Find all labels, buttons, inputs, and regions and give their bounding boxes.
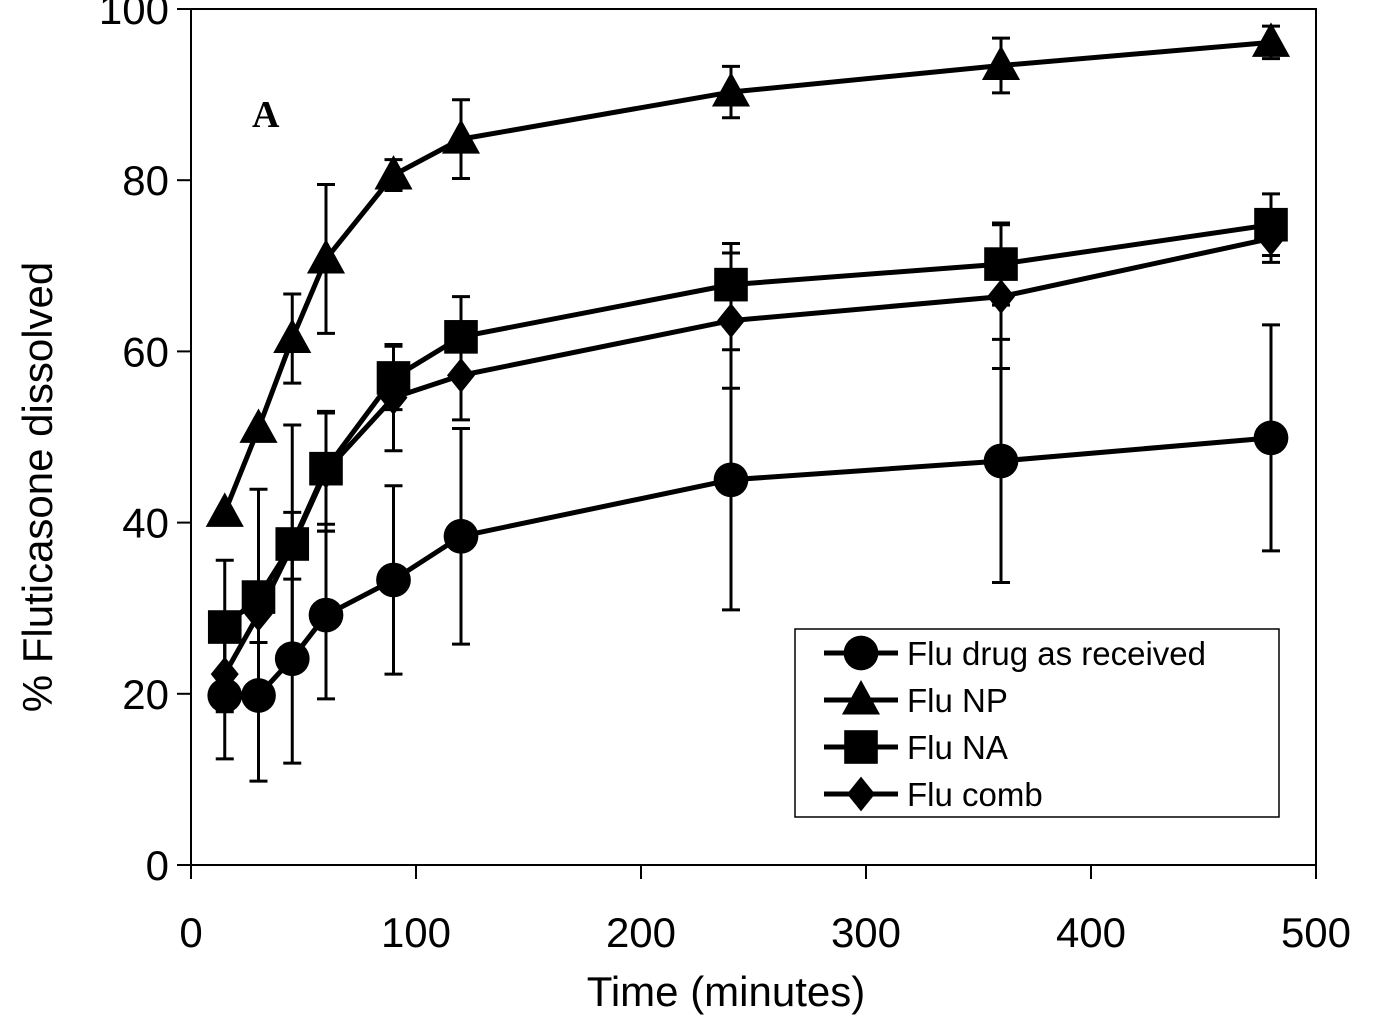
y-tick-label: 0	[146, 842, 169, 889]
x-axis-title: Time (minutes)	[587, 968, 865, 1015]
data-point-diamond	[447, 358, 475, 393]
data-point-circle	[983, 443, 1019, 479]
plot-frame	[190, 8, 1317, 866]
data-point-circle	[1253, 420, 1289, 456]
data-point-diamond	[379, 380, 408, 415]
legend-label: Flu NA	[907, 729, 1008, 766]
data-point-circle	[308, 597, 344, 633]
series-line	[222, 235, 1272, 676]
series-line	[223, 222, 1272, 629]
data-point-diamond	[210, 656, 239, 692]
y-tick-label: 60	[122, 328, 169, 375]
panel-label: A	[252, 94, 280, 136]
x-tick-label: 0	[179, 909, 202, 956]
data-point-diamond	[244, 596, 273, 632]
legend-marker-diamond	[847, 776, 875, 812]
data-point-circle	[376, 562, 411, 598]
y-axis-title: % Fluticasone dissolved	[14, 262, 61, 713]
x-tick-label: 300	[831, 909, 901, 956]
legend-marker-triangle	[841, 680, 881, 715]
legend-label: Flu comb	[907, 776, 1043, 813]
legend: Flu drug as received Flu NP Flu NA Flu comb	[794, 628, 1280, 818]
legend-entry: Flu comb	[824, 776, 1043, 813]
data-point-circle	[713, 462, 749, 498]
series-triangle	[205, 22, 1291, 527]
y-tick-label: 20	[122, 671, 169, 718]
y-tick-label: 100	[99, 0, 169, 33]
data-point-triangle	[239, 408, 278, 443]
x-tick-label: 100	[381, 909, 451, 956]
data-point-triangle	[205, 492, 244, 527]
data-point-triangle	[374, 155, 413, 190]
legend-entry: Flu drug as received	[824, 635, 1206, 672]
data-point-triangle	[306, 238, 346, 274]
data-point-triangle	[981, 45, 1021, 80]
data-point-diamond	[987, 279, 1015, 314]
legend-entry: Flu NP	[824, 680, 1008, 719]
data-point-triangle	[441, 119, 481, 154]
x-axis: 0 100 200 300 400 500	[179, 865, 1351, 956]
x-tick-label: 200	[606, 909, 676, 956]
data-point-circle	[443, 518, 479, 554]
legend-marker-square	[844, 730, 878, 764]
data-point-diamond	[1257, 221, 1285, 256]
data-point-triangle	[273, 318, 312, 354]
y-tick-label: 40	[122, 500, 169, 547]
data-point-diamond	[312, 453, 340, 489]
legend-marker-circle	[843, 635, 879, 671]
data-point-triangle	[711, 72, 751, 107]
series-layer	[205, 22, 1291, 783]
series-diamond	[210, 212, 1285, 714]
x-tick-label: 400	[1056, 909, 1126, 956]
y-tick-label: 80	[122, 157, 169, 204]
legend-label: Flu NP	[907, 682, 1008, 719]
y-axis: 0 20 40 60 80 100	[99, 0, 191, 889]
legend-label: Flu drug as received	[907, 635, 1206, 672]
data-point-triangle	[1251, 22, 1291, 57]
legend-entry: Flu NA	[824, 729, 1008, 766]
data-point-diamond	[717, 303, 745, 338]
series-line	[222, 39, 1272, 514]
data-point-diamond	[278, 528, 307, 564]
x-tick-label: 500	[1281, 909, 1351, 956]
